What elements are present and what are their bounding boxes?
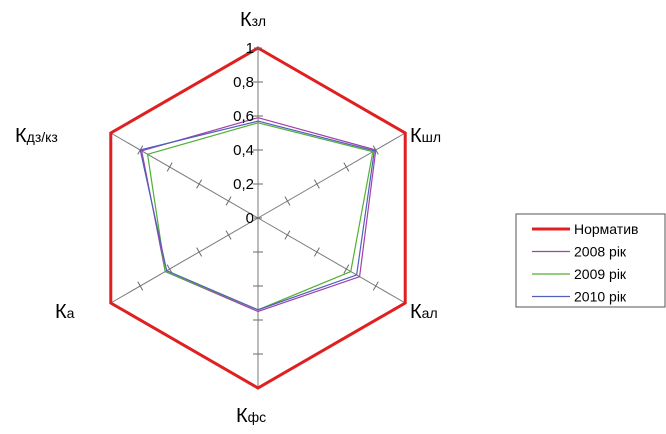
axis-label-0: Кзл — [240, 9, 266, 31]
axis-label-1: Кшл — [410, 125, 441, 147]
spoke-ал — [257, 217, 406, 304]
minor-tick — [196, 247, 203, 257]
radar-series-lines — [109, 46, 407, 390]
spoke-а — [110, 217, 259, 304]
axis-label-2: Кал — [410, 301, 438, 323]
minor-tick — [313, 247, 320, 257]
minor-tick — [343, 264, 350, 274]
radial-tick-labels: 0 0,2 0,4 0,6 0,8 1 — [233, 40, 262, 227]
minor-tick — [166, 264, 173, 274]
axis-label-4: Ка — [55, 301, 75, 323]
legend-entry-label: 2008 рік — [574, 244, 627, 260]
spoke-шл — [257, 132, 406, 219]
radial-tick-label: 1 — [246, 40, 254, 57]
legend-entry-label: Норматив — [574, 221, 638, 237]
minor-tick — [313, 179, 320, 189]
minor-tick — [343, 162, 350, 172]
radial-tick-label: 0,4 — [233, 142, 254, 159]
series-line-2010 — [139, 120, 375, 311]
radial-tick-label: 0,6 — [233, 108, 254, 125]
axis-label-3: Кфс — [236, 405, 266, 427]
radial-tick-label: 0,8 — [233, 74, 254, 91]
axis-labels: Кзл Кшл Кал Кфс Ка Кдз/кз — [15, 9, 441, 427]
radar-spokes — [110, 48, 406, 388]
series-norm-line — [109, 46, 407, 390]
radial-tick-label: 0,2 — [233, 176, 254, 193]
minor-tick — [284, 230, 291, 240]
legend: Норматив 2008 рік 2009 рік 2010 рік — [515, 213, 666, 308]
legend-entry-label: 2009 рік — [574, 266, 627, 282]
radial-tick-label: 0 — [246, 210, 254, 227]
series-line-2008 — [140, 117, 377, 313]
minor-tick — [196, 179, 203, 189]
minor-tick — [372, 281, 379, 291]
minor-tick — [166, 162, 173, 172]
minor-tick — [284, 196, 291, 206]
minor-tick — [225, 230, 232, 240]
legend-entry-label: 2010 рік — [574, 289, 627, 305]
spoke-дзкз — [110, 132, 259, 219]
minor-tick — [137, 281, 144, 291]
minor-tick — [225, 196, 232, 206]
axis-label-5: Кдз/кз — [15, 125, 58, 147]
